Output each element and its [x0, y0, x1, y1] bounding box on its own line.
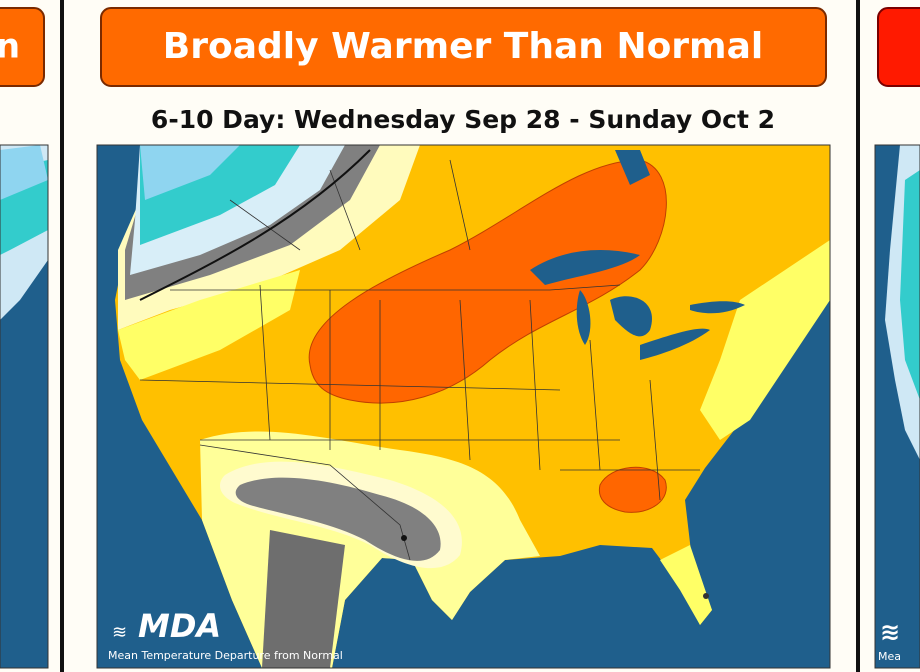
region-mexico: [262, 530, 345, 668]
left-map: [0, 145, 48, 668]
lake: [530, 250, 640, 285]
region-below: [235, 477, 441, 561]
city-dot: [401, 535, 407, 541]
contour: [139, 149, 371, 301]
band-yellow: [118, 270, 300, 380]
title-button[interactable]: [100, 7, 827, 87]
map: [97, 145, 830, 668]
lake: [610, 296, 652, 337]
lake: [690, 301, 745, 314]
bay: [615, 150, 650, 185]
right-map-frame: [874, 144, 920, 669]
right-caption: Mea: [878, 650, 901, 663]
borders: [139, 159, 700, 561]
map-frame: [96, 144, 831, 669]
region-much-above: [308, 159, 667, 404]
band-sky: [140, 145, 240, 200]
logo-swoosh: ≋: [112, 622, 127, 643]
caption: Mean Temperature Departure from Normal: [108, 649, 343, 662]
florida: [660, 545, 712, 625]
lake: [576, 290, 591, 345]
lake: [640, 328, 710, 360]
svg-text:≋: ≋: [880, 618, 900, 646]
left-title-button[interactable]: [0, 7, 45, 87]
right-map: ≋: [875, 145, 920, 668]
left-map-frame: [0, 144, 49, 669]
left-title: n: [0, 27, 20, 67]
logo: MDA: [138, 607, 221, 645]
right-title-button[interactable]: [877, 7, 920, 87]
divider: [60, 0, 64, 672]
region-east-yellow: [700, 240, 830, 440]
subtitle: 6-10 Day: Wednesday Sep 28 - Sunday Oct …: [151, 105, 775, 134]
divider: [856, 0, 860, 672]
city-dot: [703, 593, 709, 599]
title: Broadly Warmer Than Normal: [163, 26, 763, 67]
region-southeast-warm: [598, 466, 667, 513]
